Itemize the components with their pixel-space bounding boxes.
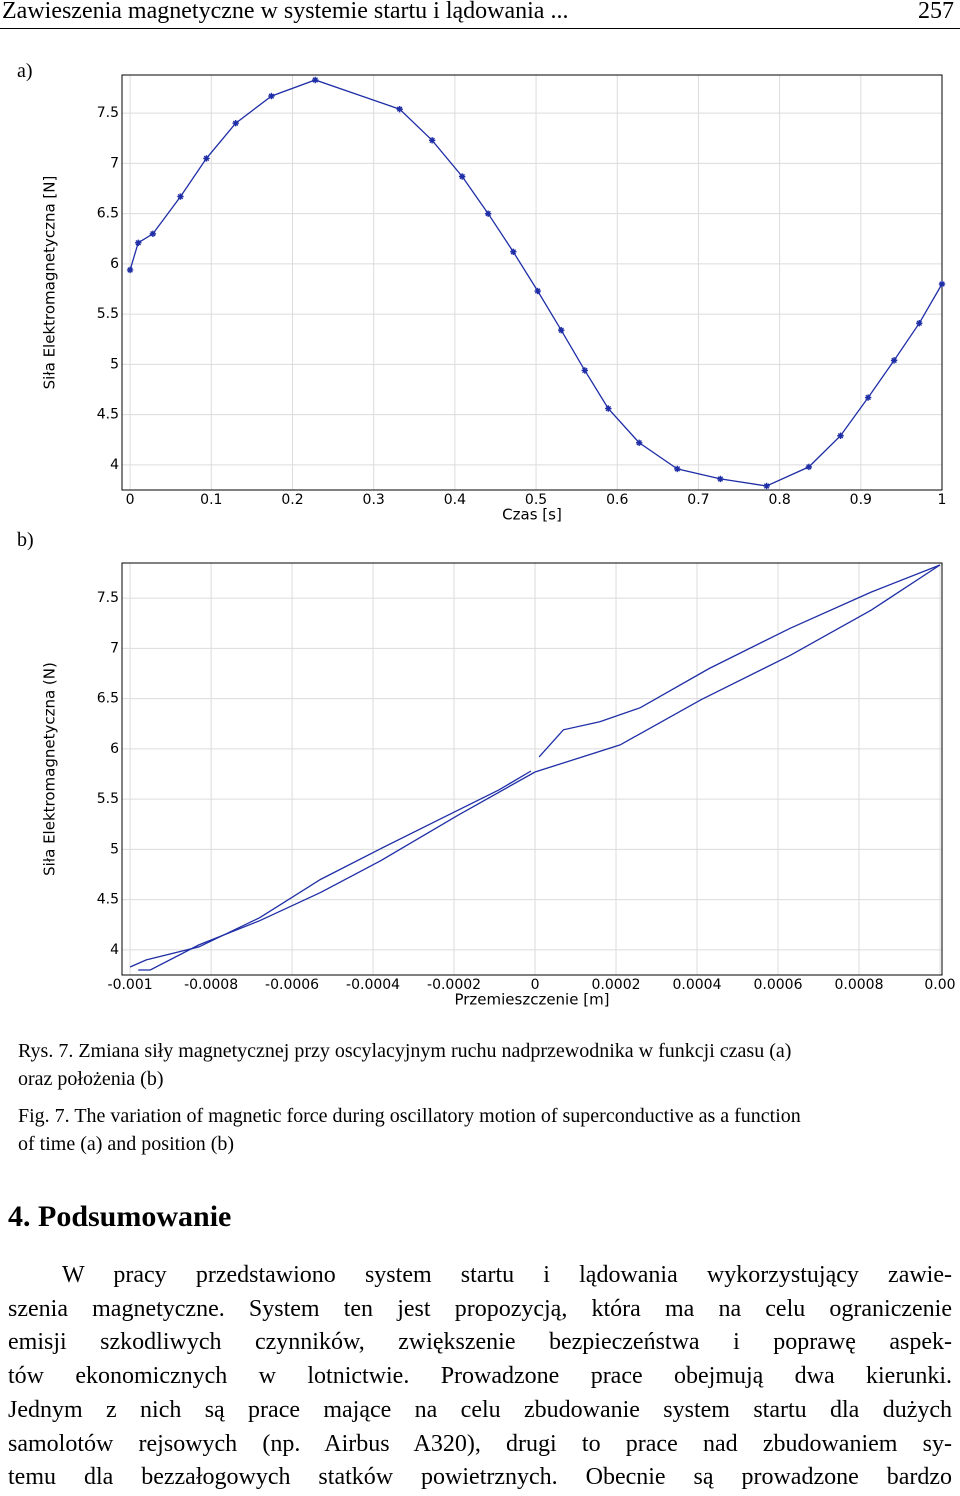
y-tick-label: 7 [110, 155, 119, 171]
x-tick-label: 1 [938, 492, 947, 508]
data-marker [837, 432, 844, 439]
data-marker [890, 357, 898, 364]
data-marker [149, 230, 157, 237]
y-tick-label: 6.5 [97, 206, 119, 222]
x-tick-label: -0.0008 [184, 977, 238, 993]
data-marker [558, 327, 565, 334]
data-marker [864, 394, 872, 401]
y-tick-label: 5.5 [97, 791, 119, 807]
x-tick-label: 0.4 [444, 492, 466, 508]
data-marker [534, 287, 541, 295]
data-marker [581, 367, 588, 374]
caption-line: oraz położenia (b) [18, 1068, 164, 1090]
x-tick-label: 0.5 [525, 492, 547, 508]
y-tick-label: 5 [110, 356, 119, 372]
chart: 4 4.5 5 5.5 6 6.5 7 7.5 0 0.1 0.2 0.3 0.4 0.5 0.6 0.7 0.… [41, 74, 947, 524]
data-marker [458, 173, 466, 180]
page-number: 257 [918, 0, 954, 24]
data-marker [484, 210, 492, 217]
data-marker [510, 248, 517, 256]
data-marker [916, 319, 923, 327]
y-tick-label: 4 [110, 457, 119, 473]
section-heading: 4. Podsumowanie [8, 1200, 232, 1233]
plot-frame [121, 562, 943, 976]
chart: 4 4.5 5 5.5 6 6.5 7 7.5 -0.001 -0.0008 -0.0006 -0.0… [41, 562, 956, 1009]
y-axis-label: Siła Elektromagnetyczna [N] [41, 176, 59, 390]
panel-label: a) [17, 60, 33, 82]
x-tick-label: 0.6 [606, 492, 628, 508]
header-rule [0, 28, 960, 29]
x-tick-label: 0.0002 [592, 977, 641, 993]
x-tick-label: -0.0004 [346, 977, 400, 993]
body-line: temu dla bezzałogowych statków powietrzn… [8, 1464, 952, 1491]
body-line: tów ekonomicznych w lotnictwie. Prowadzo… [8, 1363, 952, 1390]
x-tick-label: -0.001 [108, 977, 153, 993]
data-marker [763, 482, 770, 490]
y-tick-label: 6 [110, 741, 119, 757]
caption-line: Rys. 7. Zmiana siły magnetycznej przy os… [18, 1040, 792, 1062]
data-marker [177, 193, 184, 200]
y-tick-label: 4.5 [97, 892, 119, 908]
x-tick-label: 0.1 [200, 492, 222, 508]
body-line: Jednym z nich są prace mające na celu zb… [8, 1396, 952, 1423]
body-line: szenia magnetyczne. System ten jest prop… [8, 1295, 952, 1322]
x-tick-label: 0 [531, 977, 540, 993]
y-tick-label: 7 [110, 640, 119, 656]
data-marker [312, 76, 319, 84]
data-marker [135, 239, 142, 247]
y-tick-label: 4 [110, 942, 119, 958]
x-axis-label: Przemieszczenie [m] [454, 991, 609, 1009]
y-axis-label: Siła Elektromagnetyczna (N) [41, 662, 59, 876]
caption-line: of time (a) and position (b) [18, 1133, 235, 1155]
x-axis-label: Czas [s] [502, 506, 562, 524]
data-marker [805, 463, 813, 471]
body-line: samolotów rejsowych (np. Airbus A320), d… [8, 1430, 952, 1457]
panel-label: b) [17, 529, 34, 551]
data-marker [428, 137, 436, 144]
y-tick-label: 4.5 [97, 407, 119, 423]
running-title: Zawieszenia magnetyczne w systemie start… [2, 0, 569, 24]
x-tick-label: 0.2 [281, 492, 303, 508]
data-marker [674, 465, 681, 473]
x-tick-label: 0.0006 [754, 977, 803, 993]
x-tick-label: 0.9 [850, 492, 872, 508]
x-tick-label: 0.3 [363, 492, 385, 508]
x-tick-label: 0 [126, 492, 135, 508]
data-marker [938, 280, 946, 288]
body-line: W pracy przedstawiono system startu i lą… [62, 1262, 952, 1288]
data-marker [396, 105, 403, 113]
y-tick-label: 7.5 [97, 105, 119, 121]
data-marker [232, 120, 239, 127]
data-line [129, 564, 941, 968]
data-marker [203, 155, 210, 162]
data-marker [605, 405, 612, 412]
x-tick-label: 0.0008 [834, 977, 883, 993]
caption-line: Fig. 7. The variation of magnetic force … [18, 1105, 801, 1127]
x-tick-label: 0.7 [687, 492, 709, 508]
data-line [138, 564, 941, 971]
y-tick-label: 5 [110, 841, 119, 857]
y-tick-label: 7.5 [97, 590, 119, 606]
data-marker [717, 475, 724, 483]
y-tick-label: 6 [110, 256, 119, 272]
data-marker [635, 439, 643, 446]
data-marker [126, 266, 134, 274]
y-tick-label: 5.5 [97, 306, 119, 322]
x-tick-label: -0.0006 [265, 977, 319, 993]
y-tick-label: 6.5 [97, 691, 119, 707]
x-tick-label: -0.0002 [427, 977, 481, 993]
body-line: emisji szkodliwych czynników, zwiększeni… [8, 1329, 952, 1356]
x-tick-label: 0.0004 [673, 977, 722, 993]
x-tick-label: 0.00 [924, 977, 955, 993]
x-tick-label: 0.8 [768, 492, 790, 508]
data-marker [268, 92, 275, 100]
